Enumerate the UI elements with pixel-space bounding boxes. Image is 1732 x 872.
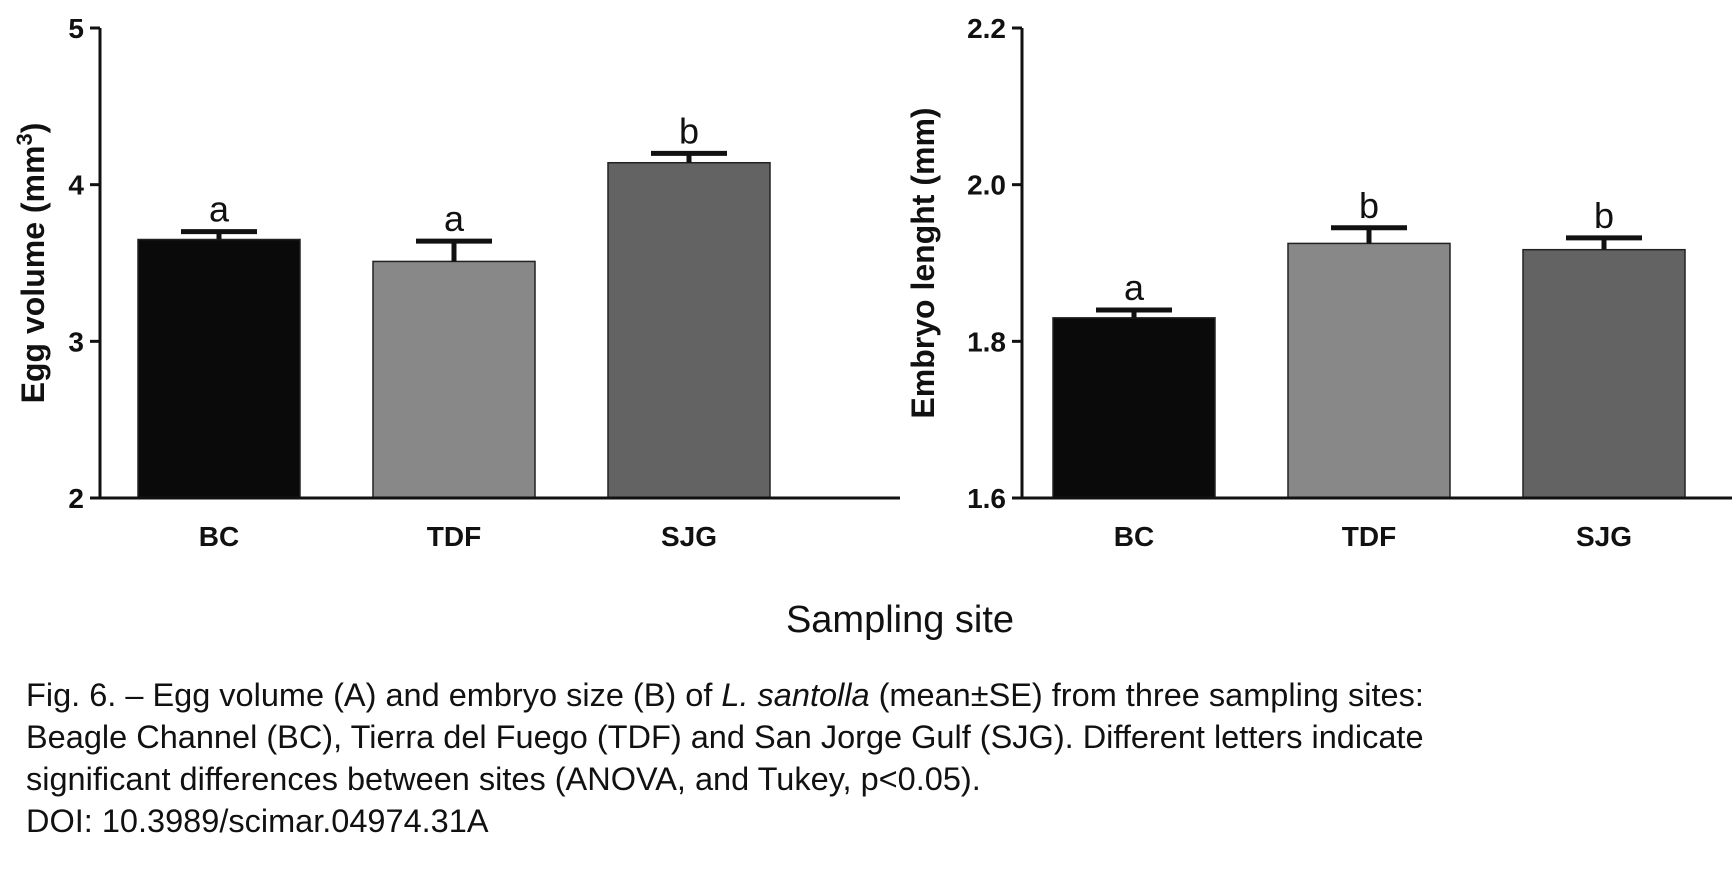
y-tick-label: 2.0 <box>967 170 1006 201</box>
y-axis-label: Egg volume (mm3) <box>12 123 51 404</box>
x-tick-label-sjg: SJG <box>661 521 717 552</box>
x-tick-label-sjg: SJG <box>1576 521 1632 552</box>
significance-letter-bc: a <box>1124 267 1145 308</box>
bar-tdf <box>372 260 536 499</box>
x-tick-label-tdf: TDF <box>427 521 481 552</box>
bar-bc <box>1052 317 1216 499</box>
y-axis-label-text: Embryo lenght (mm) <box>905 107 941 418</box>
y-tick-label: 3 <box>68 326 84 357</box>
y-tick-label: 5 <box>68 13 84 44</box>
x-tick-label-bc: BC <box>1114 521 1154 552</box>
y-tick-label: 2.2 <box>967 13 1006 44</box>
y-axis-label-close: ) <box>15 123 51 134</box>
significance-letter-sjg: b <box>679 110 699 151</box>
caption-line-2: Beagle Channel (BC), Tierra del Fuego (T… <box>26 719 1424 755</box>
x-tick-label-tdf: TDF <box>1342 521 1396 552</box>
y-axis-label-superscript: 3 <box>12 133 37 145</box>
figure-caption: Fig. 6. – Egg volume (A) and embryo size… <box>26 674 1716 842</box>
bar-sjg <box>1522 248 1686 499</box>
y-tick-label: 1.8 <box>967 326 1006 357</box>
caption-doi: DOI: 10.3989/scimar.04974.31A <box>26 803 489 839</box>
caption-line-1: Fig. 6. – Egg volume (A) and embryo size… <box>26 674 1716 716</box>
caption-line-3: significant differences between sites (A… <box>26 761 981 797</box>
bar-sjg <box>607 161 771 499</box>
significance-letter-tdf: b <box>1359 185 1379 226</box>
caption-species-name: L. santolla <box>721 677 870 713</box>
y-tick-label: 4 <box>68 170 84 201</box>
caption-line-1-start: Fig. 6. – Egg volume (A) and embryo size… <box>26 677 722 713</box>
significance-letter-tdf: a <box>444 198 465 239</box>
bar-tdf <box>1287 242 1451 499</box>
y-axis-label-text: Egg volume (mm <box>15 146 51 404</box>
significance-letter-bc: a <box>209 189 230 230</box>
bar-bc <box>137 238 301 499</box>
x-tick-label-bc: BC <box>199 521 239 552</box>
caption-line-1-end: (mean±SE) from three sampling sites: <box>869 677 1424 713</box>
x-axis-label: Sampling site <box>785 599 1015 641</box>
significance-letter-sjg: b <box>1594 195 1614 236</box>
y-axis-label: Embryo lenght (mm) <box>905 107 941 418</box>
y-tick-label: 1.6 <box>967 483 1006 514</box>
chart-panel-b: a BC b TDF b SJG 1.6 1.8 2.0 2.2 Embryo lenght (mm… <box>905 13 1732 552</box>
y-tick-label: 2 <box>68 483 84 514</box>
